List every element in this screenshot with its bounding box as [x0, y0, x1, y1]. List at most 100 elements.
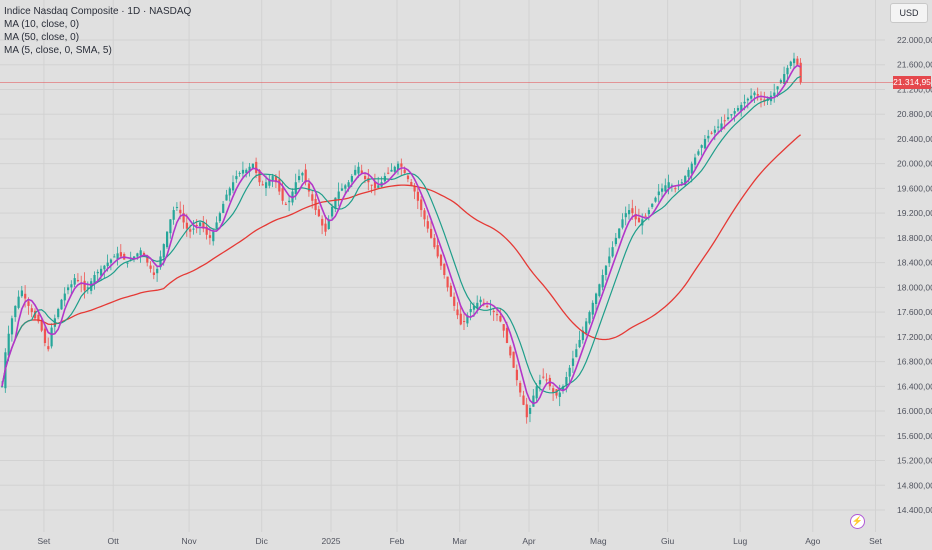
candle-body — [192, 228, 195, 230]
candle-body — [162, 244, 165, 258]
candle-body — [241, 169, 245, 174]
candle-body — [608, 256, 611, 264]
x-tick-label: Set — [869, 536, 882, 546]
lightning-icon[interactable]: ⚡ — [850, 514, 865, 529]
candle-body — [321, 218, 324, 226]
x-tick-label: Nov — [182, 536, 198, 546]
candle-body — [529, 407, 532, 414]
candle-body — [684, 176, 687, 186]
candle-body — [364, 176, 367, 180]
candle-body — [294, 182, 297, 195]
candle-body — [760, 98, 763, 100]
candle-body — [182, 213, 185, 223]
x-tick-label: Ott — [108, 536, 120, 546]
candle-body — [472, 305, 476, 310]
candle-body — [232, 182, 235, 191]
candle-body — [512, 351, 515, 368]
candle-body — [756, 94, 759, 96]
candle-body — [568, 367, 571, 377]
candle-body — [680, 182, 683, 184]
candle-body — [624, 213, 627, 218]
candle-body — [717, 126, 720, 128]
candle-body — [657, 191, 660, 196]
candle-body — [595, 293, 598, 305]
candle-body — [218, 213, 221, 222]
candle-body — [710, 132, 713, 134]
candle-body — [525, 404, 528, 418]
candle-body — [694, 157, 697, 165]
candle-body — [179, 209, 182, 214]
candle-body — [509, 346, 512, 356]
legend-ma10[interactable]: MA (10, close, 0) — [4, 19, 80, 30]
candle-body — [57, 309, 60, 318]
candle-body — [199, 222, 202, 226]
candle-body — [743, 101, 746, 104]
candle-body — [585, 321, 588, 334]
candle-body — [538, 380, 542, 385]
candle-body — [172, 210, 175, 220]
y-tick-label: 17.600,00 — [897, 307, 932, 317]
candle-body — [37, 314, 40, 322]
candle-body — [251, 163, 254, 169]
candle-body — [571, 358, 575, 366]
candle-body — [377, 185, 380, 188]
candle-body — [139, 250, 142, 256]
candle-body — [416, 191, 419, 201]
x-tick-label: Apr — [522, 536, 535, 546]
candle-body — [34, 310, 37, 319]
candle-body — [113, 256, 116, 258]
candle-body — [228, 188, 231, 196]
currency-button[interactable]: USD — [890, 3, 928, 23]
candle-body — [449, 285, 452, 297]
candle-body — [195, 224, 198, 226]
candle-body — [446, 276, 449, 288]
candle-body — [159, 256, 162, 268]
y-tick-label: 16.800,00 — [897, 357, 932, 367]
candle-body — [331, 206, 334, 217]
legend-ma50[interactable]: MA (50, close, 0) — [4, 32, 80, 43]
candle-body — [268, 179, 271, 186]
candle-body — [486, 305, 489, 307]
candle-body — [443, 263, 446, 275]
candle-body — [166, 231, 169, 248]
x-tick-label: Lug — [733, 536, 747, 546]
candle-body — [152, 272, 155, 275]
legend-ma5[interactable]: MA (5, close, 0, SMA, 5) — [4, 45, 112, 56]
candle-body — [611, 247, 614, 257]
candle-body — [136, 253, 139, 257]
candle-body — [413, 185, 416, 192]
candle-body — [779, 80, 782, 83]
y-tick-label: 19.200,00 — [897, 208, 932, 218]
candle-body — [208, 235, 212, 238]
candle-body — [793, 58, 796, 64]
candle-body — [644, 215, 647, 217]
y-tick-label: 22.000,00 — [897, 35, 932, 45]
y-tick-label: 16.400,00 — [897, 381, 932, 391]
candle-body — [651, 203, 654, 207]
y-tick-label: 18.000,00 — [897, 282, 932, 292]
candle-body — [390, 169, 393, 172]
candle-body — [327, 219, 330, 230]
candle-body — [496, 314, 499, 316]
candle-body — [86, 287, 89, 289]
candle-body — [535, 386, 538, 399]
y-tick-label: 14.800,00 — [897, 480, 932, 490]
ma10-line — [1, 75, 801, 394]
y-tick-label: 20.400,00 — [897, 134, 932, 144]
candle-body — [60, 299, 63, 310]
candle-body — [202, 222, 205, 229]
candle-body — [631, 208, 634, 214]
x-tick-label: Mar — [452, 536, 467, 546]
x-tick-label: 2025 — [322, 536, 341, 546]
candle-body — [225, 194, 228, 201]
candle-body — [459, 313, 462, 325]
x-tick-label: Ago — [805, 536, 820, 546]
candle-body — [522, 395, 525, 405]
candle-body — [109, 259, 113, 263]
candle-body — [733, 111, 736, 114]
candle-body — [505, 327, 509, 344]
candle-body — [796, 58, 799, 65]
candle-body — [258, 169, 261, 183]
candle-body — [456, 309, 459, 316]
